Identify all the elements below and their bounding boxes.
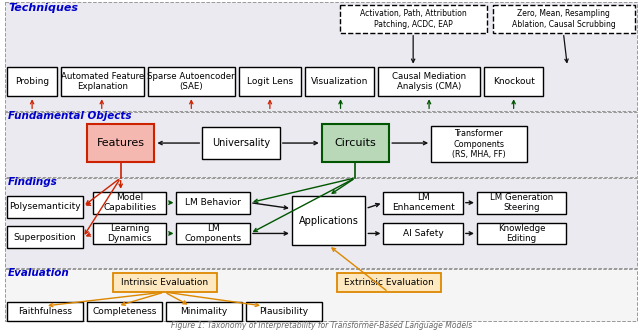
Text: Superposition: Superposition bbox=[13, 233, 76, 242]
FancyBboxPatch shape bbox=[5, 269, 637, 321]
Text: Sparse Autoencoder
(SAE): Sparse Autoencoder (SAE) bbox=[147, 72, 235, 91]
Text: Polysemanticity: Polysemanticity bbox=[9, 202, 81, 211]
FancyBboxPatch shape bbox=[305, 67, 374, 96]
FancyBboxPatch shape bbox=[246, 302, 322, 321]
FancyBboxPatch shape bbox=[61, 67, 143, 96]
FancyBboxPatch shape bbox=[93, 192, 166, 213]
Text: Universality: Universality bbox=[212, 138, 270, 148]
Text: Applications: Applications bbox=[299, 215, 358, 225]
FancyBboxPatch shape bbox=[383, 222, 463, 244]
Text: Evaluation: Evaluation bbox=[8, 268, 70, 278]
FancyBboxPatch shape bbox=[166, 302, 242, 321]
FancyBboxPatch shape bbox=[87, 124, 154, 162]
FancyBboxPatch shape bbox=[493, 5, 635, 33]
Text: Knowledge
Editing: Knowledge Editing bbox=[498, 224, 545, 243]
Text: Techniques: Techniques bbox=[8, 3, 78, 13]
Text: Plausibility: Plausibility bbox=[259, 307, 308, 316]
Text: Completeness: Completeness bbox=[92, 307, 157, 316]
Text: Causal Mediation
Analysis (CMA): Causal Mediation Analysis (CMA) bbox=[392, 72, 466, 91]
Text: Circuits: Circuits bbox=[335, 138, 376, 148]
Text: Extrinsic Evaluation: Extrinsic Evaluation bbox=[344, 278, 434, 287]
FancyBboxPatch shape bbox=[202, 127, 280, 159]
Text: Logit Lens: Logit Lens bbox=[247, 77, 293, 86]
FancyBboxPatch shape bbox=[93, 222, 166, 244]
Text: Automated Feature
Explanation: Automated Feature Explanation bbox=[61, 72, 144, 91]
Text: Faithfulness: Faithfulness bbox=[18, 307, 72, 316]
FancyBboxPatch shape bbox=[5, 112, 637, 177]
Text: Visualization: Visualization bbox=[311, 77, 368, 86]
FancyBboxPatch shape bbox=[337, 273, 441, 292]
FancyBboxPatch shape bbox=[292, 196, 365, 245]
FancyBboxPatch shape bbox=[7, 196, 83, 217]
FancyBboxPatch shape bbox=[7, 67, 57, 96]
Text: LM Behavior: LM Behavior bbox=[185, 198, 241, 207]
Text: Fundamental Objects: Fundamental Objects bbox=[8, 111, 132, 121]
FancyBboxPatch shape bbox=[177, 192, 250, 213]
FancyBboxPatch shape bbox=[177, 222, 250, 244]
FancyBboxPatch shape bbox=[477, 192, 566, 213]
FancyBboxPatch shape bbox=[148, 67, 235, 96]
Text: Knockout: Knockout bbox=[493, 77, 534, 86]
FancyBboxPatch shape bbox=[322, 124, 389, 162]
Text: Zero, Mean, Resampling
Ablation, Causal Scrubbing: Zero, Mean, Resampling Ablation, Causal … bbox=[512, 9, 616, 28]
Text: Probing: Probing bbox=[15, 77, 49, 86]
FancyBboxPatch shape bbox=[239, 67, 301, 96]
FancyBboxPatch shape bbox=[431, 126, 527, 162]
Text: LM
Components: LM Components bbox=[184, 224, 242, 243]
FancyBboxPatch shape bbox=[113, 273, 217, 292]
FancyBboxPatch shape bbox=[5, 178, 637, 268]
Text: Transformer
Components
(RS, MHA, FF): Transformer Components (RS, MHA, FF) bbox=[452, 129, 506, 159]
Text: Findings: Findings bbox=[8, 177, 58, 187]
Text: Minimality: Minimality bbox=[180, 307, 228, 316]
FancyBboxPatch shape bbox=[484, 67, 543, 96]
Text: LM Generation
Steering: LM Generation Steering bbox=[490, 193, 553, 213]
Text: Intrinsic Evaluation: Intrinsic Evaluation bbox=[122, 278, 209, 287]
FancyBboxPatch shape bbox=[87, 302, 163, 321]
Text: Figure 1: Taxonomy of Interpretability for Transformer-Based Language Models: Figure 1: Taxonomy of Interpretability f… bbox=[171, 321, 472, 330]
FancyBboxPatch shape bbox=[5, 2, 637, 111]
Text: AI Safety: AI Safety bbox=[403, 229, 444, 238]
FancyBboxPatch shape bbox=[383, 192, 463, 213]
FancyBboxPatch shape bbox=[7, 226, 83, 248]
Text: LM
Enhancement: LM Enhancement bbox=[392, 193, 454, 213]
Text: Features: Features bbox=[97, 138, 145, 148]
FancyBboxPatch shape bbox=[477, 222, 566, 244]
Text: Activation, Path, Attribution
Patching, ACDC, EAP: Activation, Path, Attribution Patching, … bbox=[360, 9, 467, 28]
Text: Learning
Dynamics: Learning Dynamics bbox=[108, 224, 152, 243]
FancyBboxPatch shape bbox=[378, 67, 480, 96]
Text: Model
Capabilities: Model Capabilities bbox=[103, 193, 156, 213]
FancyBboxPatch shape bbox=[7, 302, 83, 321]
FancyBboxPatch shape bbox=[340, 5, 487, 33]
